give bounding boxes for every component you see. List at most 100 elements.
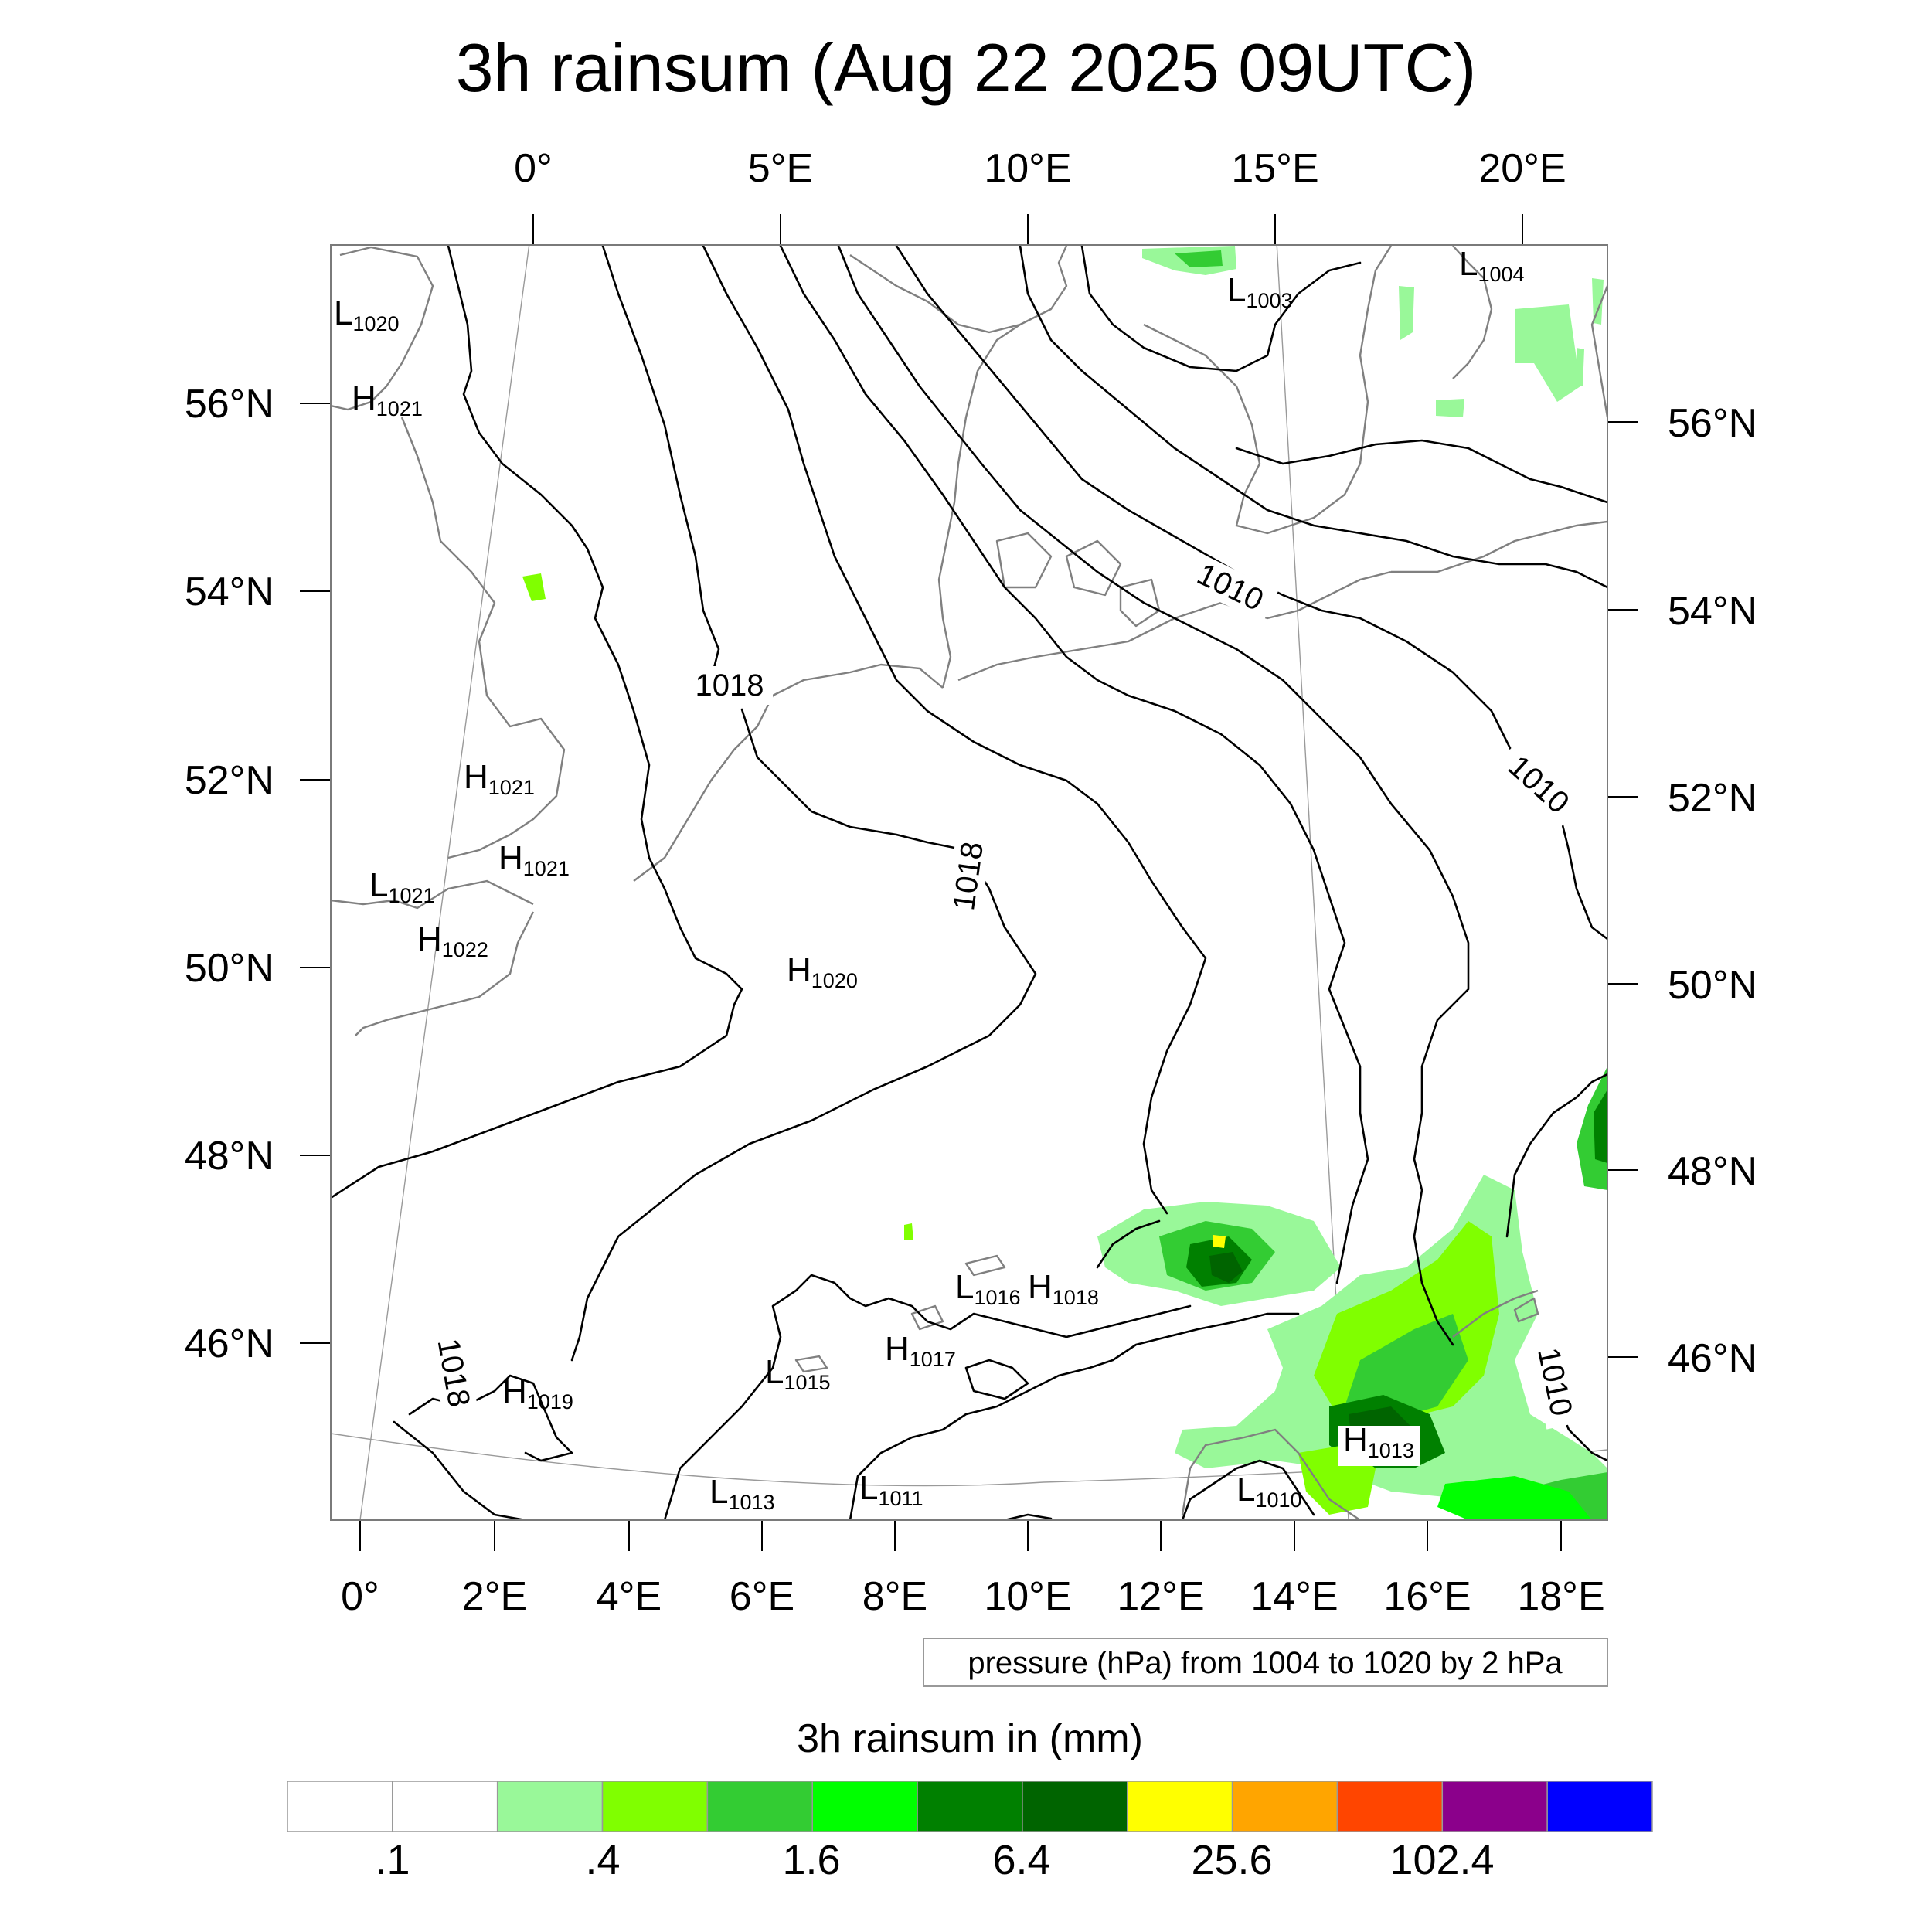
isobar: [849, 1312, 1300, 1520]
pressure-center-label: H1017: [885, 1330, 956, 1371]
colorbar-swatch: [1336, 1781, 1444, 1832]
colorbar-label: 6.4: [992, 1837, 1050, 1883]
colorbar-swatch: [1441, 1781, 1548, 1832]
contour-info-box: pressure (hPa) from 1004 to 1020 by 2 hP…: [923, 1638, 1608, 1687]
colorbar-swatch: [496, 1781, 604, 1832]
isobar: [1096, 1219, 1161, 1269]
right-axis-label: 50°N: [1668, 963, 1757, 1008]
left-axis-label: 52°N: [185, 758, 274, 803]
rain-area-northeast: [1399, 286, 1580, 417]
rain-area-north-baltic-core: [1175, 250, 1223, 267]
isobar: [601, 245, 720, 682]
pressure-center-label: H1020: [787, 951, 858, 992]
top-axis-label: 20°E: [1478, 146, 1566, 191]
coast-channel: [331, 879, 534, 910]
coast-adriatic-north: [1181, 1428, 1361, 1520]
isobar: [1019, 245, 1607, 589]
coast-denmark-islands: [995, 532, 1161, 628]
top-axis-label: 15°E: [1231, 146, 1318, 191]
coast-danube-trace: [1452, 1289, 1539, 1338]
isobar: [837, 245, 1470, 1346]
coast-baltic-germany: [957, 570, 1392, 682]
pressure-center-label: H1019: [502, 1372, 573, 1413]
pressure-centers: L1020 H1021 H1021 H1021 L1021 H1022 H102…: [334, 245, 1525, 1514]
coast-scotland: [331, 246, 434, 411]
colorbar-swatch: [1546, 1781, 1653, 1832]
rain-area-north-sea-speck: [522, 573, 546, 601]
pressure-center-label: L1016: [955, 1268, 1021, 1309]
coast-lakes-alps: [794, 1254, 1539, 1373]
pressure-center-label: H1021: [464, 758, 535, 799]
coast-baltic-east: [1391, 520, 1607, 573]
left-axis-label: 46°N: [185, 1321, 274, 1366]
left-axis-label: 50°N: [185, 946, 274, 991]
isobar: [393, 1420, 527, 1520]
left-axis-label: 54°N: [185, 570, 274, 614]
bottom-axis-label: 6°E: [730, 1574, 794, 1619]
bottom-axis-label: 8°E: [862, 1574, 927, 1619]
left-axis: 56°N 54°N 52°N 50°N 48°N 46°N: [185, 382, 331, 1366]
bottom-axis-label: 18°E: [1517, 1574, 1604, 1619]
colorbar-label: .1: [375, 1837, 410, 1883]
bottom-axis-label: 0°: [341, 1574, 379, 1619]
bottom-axis: 0° 2°E 4°E 6°E 8°E 10°E 12°E 14°E 16°E 1…: [341, 1520, 1605, 1619]
colorbar-swatch: [1127, 1781, 1233, 1832]
colorbar-swatch: [811, 1781, 918, 1832]
isobar: [1003, 1513, 1053, 1520]
isobar-label: 1018: [696, 668, 764, 702]
isobar: [331, 245, 743, 1199]
left-axis-label: 48°N: [185, 1134, 274, 1179]
map-frame: [330, 244, 1608, 1521]
pressure-center-label: L1020: [334, 294, 400, 335]
bottom-axis-label: 12°E: [1117, 1574, 1204, 1619]
coast-russia-east: [1590, 285, 1607, 418]
isobar: [1181, 1459, 1315, 1520]
left-axis-label: 56°N: [185, 382, 274, 427]
colorbar-title: 3h rainsum in (mm): [797, 1716, 1143, 1761]
top-axis-label: 10°E: [984, 146, 1071, 191]
map-title: 3h rainsum (Aug 22 2025 09UTC): [456, 29, 1477, 106]
colorbar-swatch: [287, 1781, 393, 1832]
isobar: [702, 245, 1207, 1215]
bottom-axis-label: 14°E: [1250, 1574, 1338, 1619]
coast-finland: [1452, 245, 1493, 379]
coastlines: [331, 245, 1607, 1520]
colorbar-swatch: [601, 1781, 709, 1832]
colorbar-label: .4: [585, 1837, 620, 1883]
colorbar-swatch: [392, 1781, 498, 1832]
pressure-center-label: L1013: [709, 1473, 775, 1514]
rain-area-south-strip-bright: [1437, 1476, 1592, 1520]
top-axis-label: 5°E: [748, 146, 813, 191]
isobars: [331, 245, 1607, 1520]
top-axis-label: 0°: [514, 146, 553, 191]
rain-area-east-sea-patch: [1577, 278, 1604, 386]
isobar: [1505, 1073, 1607, 1238]
rain-area-alps-speck: [904, 1223, 913, 1240]
colorbar-label: 1.6: [782, 1837, 840, 1883]
right-axis-label: 46°N: [1668, 1336, 1757, 1381]
pressure-center-label: L1003: [1227, 271, 1293, 312]
rain-area-alps-north-peak: [1209, 1252, 1243, 1283]
coast-netherlands: [633, 663, 944, 882]
top-axis: 0° 5°E 10°E 15°E 20°E: [514, 146, 1566, 246]
pressure-center-label: L1010: [1236, 1471, 1302, 1512]
contour-info-text: pressure (hPa) from 1004 to 1020 by 2 hP…: [968, 1646, 1563, 1680]
coast-norway: [849, 245, 1068, 334]
pressure-center-label: L1021: [369, 866, 435, 907]
bottom-axis-label: 2°E: [462, 1574, 527, 1619]
isobar: [663, 1274, 1192, 1520]
pressure-center-label: H1021: [498, 839, 570, 880]
right-axis-label: 56°N: [1668, 401, 1757, 446]
isobar: [1235, 439, 1607, 504]
right-axis-label: 54°N: [1668, 589, 1757, 634]
precipitation-field: [522, 246, 1607, 1520]
coast-britain-south: [355, 911, 535, 1036]
colorbar-swatch: [1022, 1781, 1128, 1832]
pressure-center-label: H1013: [1343, 1421, 1414, 1462]
pressure-center-label: H1018: [1028, 1268, 1099, 1309]
right-axis-label: 48°N: [1668, 1149, 1757, 1194]
colorbar: [287, 1781, 1653, 1832]
colorbar-swatch: [706, 1781, 813, 1832]
isobar: [895, 245, 1607, 940]
